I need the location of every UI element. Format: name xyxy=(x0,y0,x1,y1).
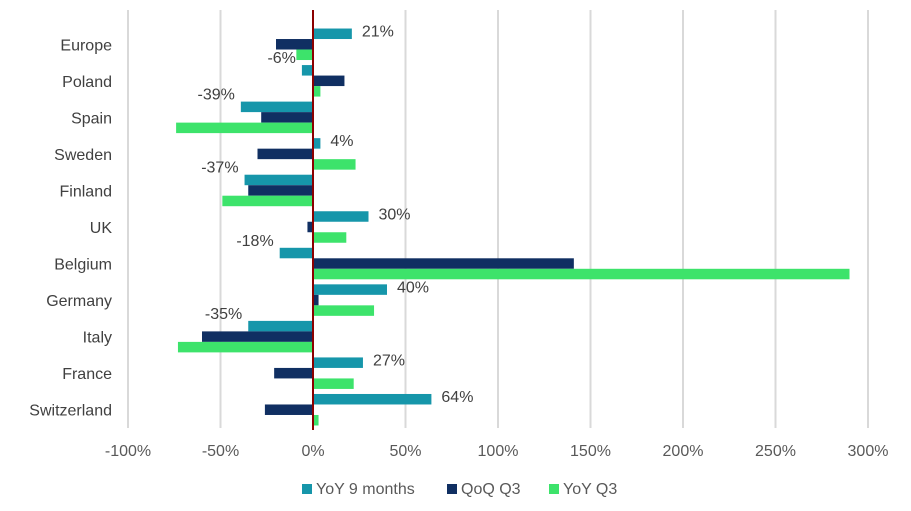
bar xyxy=(313,138,321,149)
category-labels: Europe Poland Spain Sweden Finland UK Belgium G… xyxy=(29,37,112,419)
x-tick-label: 100% xyxy=(478,443,519,460)
category-label: France xyxy=(62,366,112,383)
data-label: -35% xyxy=(205,306,242,323)
data-label: 64% xyxy=(441,389,473,406)
bar xyxy=(248,185,313,196)
bar xyxy=(202,331,313,342)
bar xyxy=(276,39,313,50)
bar xyxy=(240,101,313,113)
x-tick-label: 150% xyxy=(570,443,611,460)
data-label: -18% xyxy=(236,233,273,250)
bar xyxy=(261,112,313,123)
bar xyxy=(307,221,313,233)
x-tick-label: 200% xyxy=(663,443,704,460)
bar xyxy=(274,367,313,379)
bar xyxy=(222,195,313,207)
legend-swatch xyxy=(447,484,457,494)
bar xyxy=(313,294,319,306)
data-label: 40% xyxy=(397,279,429,296)
category-label: Switzerland xyxy=(29,403,112,420)
data-label: 21% xyxy=(362,24,394,41)
bar xyxy=(244,174,313,186)
category-label: UK xyxy=(90,220,113,237)
data-label: -39% xyxy=(197,87,234,104)
bar xyxy=(313,393,432,405)
bar xyxy=(313,86,321,97)
category-label: Finland xyxy=(60,183,112,200)
bar xyxy=(313,159,356,170)
legend: YoY 9 months QoQ Q3 YoY Q3 xyxy=(302,481,617,498)
x-tick-label: 300% xyxy=(848,443,889,460)
bar xyxy=(257,148,313,160)
bar xyxy=(248,320,313,332)
bar xyxy=(177,341,313,353)
category-label: Spain xyxy=(71,110,112,127)
category-label: Germany xyxy=(46,293,112,310)
bar xyxy=(176,122,313,134)
bar xyxy=(313,284,387,295)
bar xyxy=(313,28,352,40)
bar xyxy=(313,378,354,389)
category-label: Europe xyxy=(60,37,112,54)
bar xyxy=(296,49,313,61)
bar xyxy=(313,268,850,280)
x-tick-labels: -100% -50% 0% 50% 100% 150% 200% 250% 300% xyxy=(105,443,889,460)
category-label: Belgium xyxy=(54,257,112,274)
legend-swatch xyxy=(302,484,312,494)
bar xyxy=(313,305,375,316)
bar xyxy=(313,232,347,243)
bar xyxy=(313,211,369,222)
x-tick-label: 0% xyxy=(301,443,324,460)
category-label: Sweden xyxy=(54,147,112,164)
data-labels: 21% -6% -39% 4% -37% 30% -18% 40% -35% 27% 64% xyxy=(197,24,473,406)
bar xyxy=(313,75,345,87)
data-label: -37% xyxy=(201,160,238,177)
x-tick-label: -50% xyxy=(202,443,239,460)
legend-swatch xyxy=(549,484,559,494)
x-tick-label: 250% xyxy=(755,443,796,460)
bar xyxy=(313,414,319,426)
data-label: 4% xyxy=(330,133,353,150)
bar xyxy=(313,258,574,269)
bar xyxy=(279,247,313,259)
bar xyxy=(313,357,363,368)
legend-label: YoY Q3 xyxy=(563,481,617,498)
legend-label: YoY 9 months xyxy=(316,481,415,498)
x-tick-label: 50% xyxy=(389,443,421,460)
data-label: -6% xyxy=(267,50,295,67)
bar xyxy=(264,404,313,415)
x-tick-label: -100% xyxy=(105,443,151,460)
data-label: 27% xyxy=(373,352,405,369)
gridlines xyxy=(127,10,869,428)
bar xyxy=(301,65,313,76)
category-label: Poland xyxy=(62,74,112,91)
bars xyxy=(176,28,850,426)
legend-label: QoQ Q3 xyxy=(461,481,521,498)
data-label: 30% xyxy=(379,206,411,223)
category-label: Italy xyxy=(83,330,112,347)
